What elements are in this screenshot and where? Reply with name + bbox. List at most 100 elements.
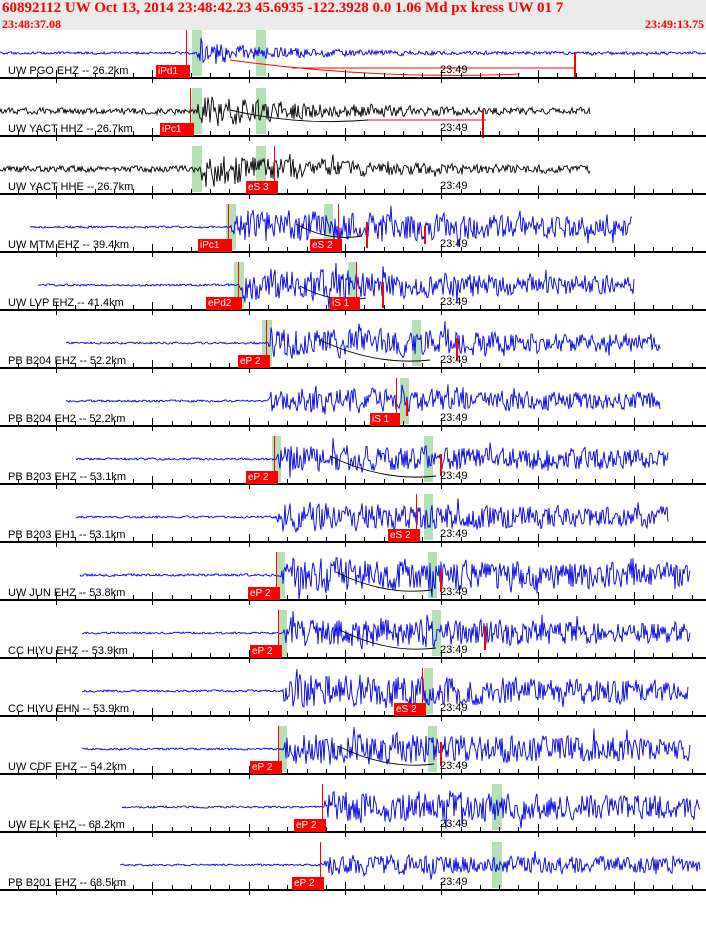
axis-tick-minor bbox=[557, 479, 558, 483]
pick-marker-line[interactable] bbox=[322, 784, 323, 832]
axis-tick-major-lower bbox=[538, 311, 539, 315]
amplitude-pick-marker[interactable] bbox=[574, 52, 576, 78]
channel-label-uw-elk-ehz[interactable]: UW ELK EHZ -- 68.2km bbox=[8, 819, 125, 831]
phase-pick-label[interactable]: eP 2 bbox=[238, 355, 270, 368]
channel-label-pb-b204-eh2[interactable]: PB B204 EH2 -- 52.2km bbox=[8, 413, 126, 425]
axis-tick-minor bbox=[672, 305, 673, 309]
trace-row-uw-jun-ehz[interactable]: 23:49 UW JUN EHZ -- 53.8km eP 2 bbox=[0, 552, 706, 610]
axis-tick-minor bbox=[114, 537, 115, 541]
channel-label-uw-yact-hhe[interactable]: UW YACT HHE -- 26.7km bbox=[8, 181, 134, 193]
trace-panel-list[interactable]: 23:49 UW PGO EHZ -- 26.2km iPd1 23:49 UW YAC… bbox=[0, 30, 706, 938]
phase-pick-label[interactable]: eS 2 bbox=[394, 703, 426, 716]
channel-label-uw-jun-ehz[interactable]: UW JUN EHZ -- 53.8km bbox=[8, 587, 126, 599]
trace-row-uw-cdf-ehz[interactable]: 23:49 UW CDF EHZ -- 54.2km eP 2 bbox=[0, 726, 706, 784]
trace-row-cc-hiyu-ehn[interactable]: 23:49 CC HIYU EHN -- 53.9km eS 2 bbox=[0, 668, 706, 726]
axis-tick-major-lower bbox=[538, 891, 539, 895]
pick-marker-line[interactable] bbox=[274, 436, 275, 484]
phase-pick-label[interactable]: ePd2 bbox=[206, 297, 242, 310]
phase-pick-label[interactable]: iPc1 bbox=[160, 123, 194, 136]
waveform-uw-elk-ehz bbox=[121, 790, 701, 829]
amplitude-pick-marker[interactable] bbox=[440, 570, 442, 592]
axis-tick-major-lower bbox=[634, 543, 635, 547]
phase-pick-label[interactable]: iS 1 bbox=[370, 413, 400, 426]
pick-marker-line[interactable] bbox=[186, 30, 187, 78]
trace-row-uw-yact-hhe[interactable]: 23:49 UW YACT HHE -- 26.7km eS 3 bbox=[0, 146, 706, 204]
axis-tick-major-lower bbox=[345, 79, 346, 83]
channel-label-pb-b201-ehz[interactable]: PB B201 EHZ -- 68.5km bbox=[8, 877, 126, 889]
pick-marker-line[interactable] bbox=[228, 204, 229, 252]
pick-marker-line[interactable] bbox=[396, 378, 397, 426]
trace-row-pb-b203-ehz[interactable]: 23:49 PB B203 EHZ -- 53.1km eP 2 bbox=[0, 436, 706, 494]
pick-marker-line[interactable] bbox=[190, 88, 191, 136]
phase-pick-label[interactable]: eP 2 bbox=[246, 471, 278, 484]
pick-marker-line[interactable] bbox=[274, 146, 275, 194]
channel-label-uw-mtm-ehz[interactable]: UW MTM EHZ -- 39.4km bbox=[8, 239, 129, 251]
axis-tick-major bbox=[152, 650, 153, 657]
trace-row-uw-mtm-ehz[interactable]: 23:49 UW MTM EHZ -- 39.4km iPc1 eS 2 bbox=[0, 204, 706, 262]
axis-tick-major-lower bbox=[56, 891, 57, 895]
channel-label-uw-lvp-ehz[interactable]: UW LVP EHZ -- 41.4km bbox=[8, 297, 124, 309]
axis-tick-minor bbox=[287, 711, 288, 715]
axis-tick-minor bbox=[557, 305, 558, 309]
pick-marker-line[interactable] bbox=[278, 726, 279, 774]
axis-tick-major bbox=[249, 302, 250, 309]
pick-marker-line[interactable] bbox=[422, 668, 423, 716]
pick-marker-line[interactable] bbox=[320, 842, 321, 890]
pick-marker-line[interactable] bbox=[238, 262, 239, 310]
trace-row-uw-lvp-ehz[interactable]: 23:49 UW LVP EHZ -- 41.4km ePd2 iS 1 bbox=[0, 262, 706, 320]
trace-row-pb-b203-eh1[interactable]: 23:49 PB B203 EH1 -- 53.1km eS 2 bbox=[0, 494, 706, 552]
amplitude-pick-marker[interactable] bbox=[456, 338, 458, 360]
channel-label-uw-cdf-ehz[interactable]: UW CDF EHZ -- 54.2km bbox=[8, 761, 127, 773]
pick-marker-line[interactable] bbox=[416, 494, 417, 542]
trace-row-cc-hiyu-ehz[interactable]: 23:49 CC HIYU EHZ -- 53.9km eP 2 bbox=[0, 610, 706, 668]
axis-tick-major-lower bbox=[345, 543, 346, 547]
channel-label-uw-yact-hhz[interactable]: UW YACT HHZ -- 26.7km bbox=[8, 123, 133, 135]
phase-pick-label[interactable]: iS 1 bbox=[330, 297, 360, 310]
phase-pick-label[interactable]: eS 2 bbox=[310, 239, 342, 252]
phase-pick-label[interactable]: eP 2 bbox=[294, 819, 326, 832]
axis-tick-minor bbox=[653, 769, 654, 773]
pick-marker-line[interactable] bbox=[278, 610, 279, 658]
amplitude-pick-marker[interactable] bbox=[440, 454, 442, 476]
channel-label-pb-b203-eh1[interactable]: PB B203 EH1 -- 53.1km bbox=[8, 529, 126, 541]
trace-row-pb-b201-ehz[interactable]: 23:49 PB B201 EHZ -- 68.5km eP 2 bbox=[0, 842, 706, 900]
axis-tick-minor bbox=[191, 653, 192, 657]
amplitude-pick-marker[interactable] bbox=[366, 222, 368, 248]
trace-row-pb-b204-ehz[interactable]: 23:49 PB B204 EHZ -- 52.2km eP 2 bbox=[0, 320, 706, 378]
pick-marker-line[interactable] bbox=[356, 262, 357, 310]
channel-label-pb-b203-ehz[interactable]: PB B203 EHZ -- 53.1km bbox=[8, 471, 126, 483]
pick-marker-line[interactable] bbox=[276, 552, 277, 600]
axis-tick-minor bbox=[576, 421, 577, 425]
channel-label-uw-pgo-ehz[interactable]: UW PGO EHZ -- 26.2km bbox=[8, 65, 129, 77]
trace-row-uw-elk-ehz[interactable]: 23:49 UW ELK EHZ -- 68.2km eP 2 bbox=[0, 784, 706, 842]
trace-row-uw-yact-hhz[interactable]: 23:49 UW YACT HHZ -- 26.7km iPc1 bbox=[0, 88, 706, 146]
channel-label-cc-hiyu-ehz[interactable]: CC HIYU EHZ -- 53.9km bbox=[8, 645, 128, 657]
amplitude-pick-marker[interactable] bbox=[484, 626, 486, 650]
amplitude-pick-marker[interactable] bbox=[440, 742, 442, 766]
phase-pick-label[interactable]: eP 2 bbox=[250, 645, 282, 658]
phase-pick-label[interactable]: eP 2 bbox=[248, 587, 280, 600]
axis-tick-minor bbox=[461, 885, 462, 889]
phase-pick-label[interactable]: eS 2 bbox=[388, 529, 420, 542]
channel-label-pb-b204-ehz[interactable]: PB B204 EHZ -- 52.2km bbox=[8, 355, 126, 367]
pick-marker-line[interactable] bbox=[266, 320, 267, 368]
amplitude-pick-marker[interactable] bbox=[382, 282, 384, 308]
phase-pick-label[interactable]: eP 2 bbox=[250, 761, 282, 774]
axis-tick-major bbox=[634, 128, 635, 135]
axis-tick-major-lower bbox=[152, 543, 153, 547]
axis-tick-minor bbox=[364, 827, 365, 831]
trace-row-uw-pgo-ehz[interactable]: 23:49 UW PGO EHZ -- 26.2km iPd1 bbox=[0, 30, 706, 88]
amplitude-pick-marker[interactable] bbox=[424, 226, 426, 244]
axis-tick-minor bbox=[422, 479, 423, 483]
pick-marker-line[interactable] bbox=[338, 204, 339, 252]
amplitude-pick-marker[interactable] bbox=[482, 110, 484, 138]
phase-pick-label[interactable]: iPc1 bbox=[198, 239, 232, 252]
trace-row-pb-b204-eh2[interactable]: 23:49 PB B204 EH2 -- 52.2km iS 1 bbox=[0, 378, 706, 436]
phase-pick-label[interactable]: eP 2 bbox=[292, 877, 324, 890]
phase-pick-label[interactable]: eS 3 bbox=[246, 181, 278, 194]
channel-label-cc-hiyu-ehn[interactable]: CC HIYU EHN -- 53.9km bbox=[8, 703, 130, 715]
axis-time-label: 23:49 bbox=[440, 818, 468, 830]
amplitude-pick-marker[interactable] bbox=[406, 400, 408, 416]
phase-pick-label[interactable]: iPd1 bbox=[156, 65, 190, 78]
axis-tick-minor bbox=[576, 131, 577, 135]
